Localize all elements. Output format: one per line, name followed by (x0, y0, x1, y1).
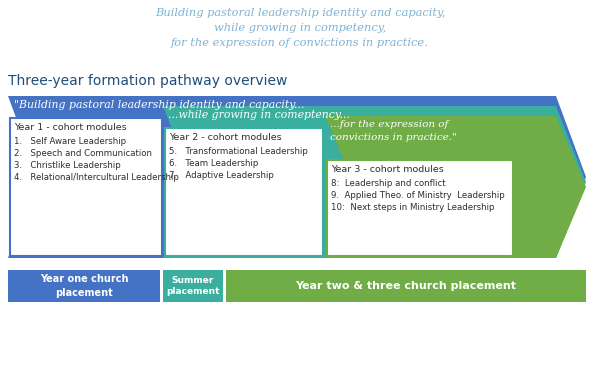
Text: 5.   Transformational Leadership: 5. Transformational Leadership (169, 147, 308, 156)
Text: Summer
placement: Summer placement (166, 276, 220, 296)
Text: Building pastoral leadership identity and capacity,
while growing in competency,: Building pastoral leadership identity an… (155, 8, 445, 49)
Text: Year one church
placement: Year one church placement (40, 274, 128, 297)
Text: Year two & three church placement: Year two & three church placement (296, 281, 517, 291)
Bar (165, 128, 323, 256)
Bar (163, 270, 223, 302)
Text: 4.   Relational/Intercultural Leadership: 4. Relational/Intercultural Leadership (14, 173, 179, 182)
Polygon shape (8, 96, 586, 258)
Text: ...for the expression of
convictions in practice.": ...for the expression of convictions in … (330, 120, 457, 141)
Text: 9.  Applied Theo. of Ministry  Leadership: 9. Applied Theo. of Ministry Leadership (331, 191, 505, 200)
Text: 6.   Team Leadership: 6. Team Leadership (169, 159, 259, 168)
Text: Year 3 - cohort modules: Year 3 - cohort modules (331, 165, 444, 174)
Text: Three-year formation pathway overview: Three-year formation pathway overview (8, 74, 287, 88)
Bar (8, 270, 160, 302)
Text: 10:  Next steps in Ministry Leadership: 10: Next steps in Ministry Leadership (331, 203, 494, 212)
Text: ...while growing in comeptency...: ...while growing in comeptency... (168, 110, 350, 120)
Text: Year 1 - cohort modules: Year 1 - cohort modules (14, 123, 127, 132)
Bar (226, 270, 586, 302)
Text: 1.   Self Aware Leadership: 1. Self Aware Leadership (14, 137, 126, 146)
Text: 7.   Adaptive Leadership: 7. Adaptive Leadership (169, 171, 274, 180)
Text: 2.   Speech and Communication: 2. Speech and Communication (14, 149, 152, 158)
Text: "Building pastoral leadership identity and capacity...: "Building pastoral leadership identity a… (14, 100, 304, 110)
Text: 3.   Christlike Leadership: 3. Christlike Leadership (14, 161, 121, 170)
Polygon shape (325, 116, 586, 258)
Text: Year 2 - cohort modules: Year 2 - cohort modules (169, 133, 281, 142)
Bar (327, 160, 513, 256)
Text: 8:  Leadership and conflict: 8: Leadership and conflict (331, 179, 446, 188)
Bar (10, 118, 162, 256)
Polygon shape (163, 106, 586, 258)
